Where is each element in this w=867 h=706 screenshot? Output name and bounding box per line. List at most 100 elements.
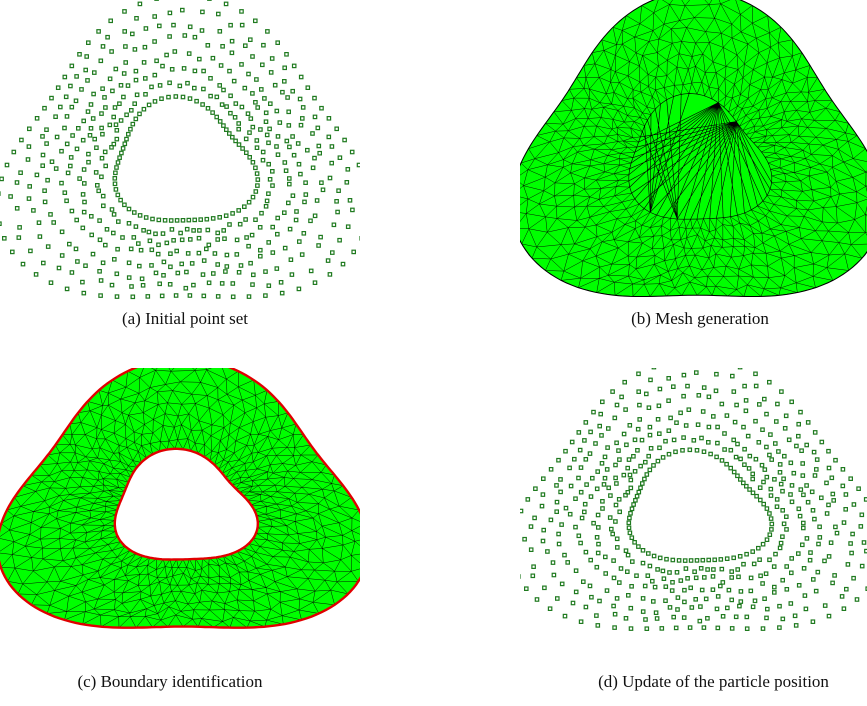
- particle-marker: [715, 424, 720, 430]
- particle-marker: [89, 232, 95, 238]
- particle-marker: [541, 527, 547, 533]
- particle-marker: [291, 63, 297, 69]
- particle-marker: [530, 573, 536, 579]
- particle-marker: [753, 456, 759, 462]
- particle-marker: [64, 286, 70, 292]
- particle-marker: [796, 433, 801, 439]
- particle-marker: [114, 128, 120, 133]
- particle-marker: [186, 51, 192, 56]
- particle-marker: [100, 260, 106, 266]
- particle-marker: [569, 439, 575, 445]
- particle-marker: [69, 208, 75, 214]
- particle-marker: [812, 473, 818, 478]
- particle-marker: [817, 524, 822, 530]
- particle-marker: [604, 467, 610, 472]
- particle-marker: [312, 95, 317, 101]
- particle-marker: [643, 617, 648, 622]
- panel-c-inner-hole: [114, 448, 258, 560]
- particle-marker: [230, 294, 236, 300]
- particle-marker: [789, 399, 795, 405]
- particle-marker: [849, 550, 854, 556]
- particle-marker: [147, 238, 153, 244]
- particle-marker: [722, 447, 727, 452]
- particle-marker: [86, 159, 91, 165]
- particle-marker: [705, 567, 710, 572]
- particle-marker: [600, 506, 605, 511]
- particle-marker: [274, 108, 280, 114]
- particle-marker: [793, 623, 799, 628]
- particle-marker: [801, 520, 806, 526]
- particle-marker: [54, 134, 60, 140]
- particle-marker: [34, 172, 40, 178]
- particle-marker: [699, 587, 705, 593]
- particle-marker: [36, 220, 42, 226]
- particle-marker: [646, 453, 652, 459]
- particle-marker: [713, 388, 719, 394]
- particle-marker: [812, 430, 818, 435]
- particle-marker: [697, 618, 703, 624]
- particle-marker: [613, 475, 618, 481]
- particle-marker: [805, 499, 811, 505]
- particle-marker: [801, 566, 807, 571]
- particle-marker: [720, 614, 726, 619]
- particle-marker: [100, 203, 106, 209]
- particle-marker: [330, 250, 335, 255]
- particle-marker: [826, 448, 831, 454]
- particle-marker: [664, 556, 669, 562]
- particle-marker: [554, 509, 560, 515]
- particle-marker: [156, 217, 162, 223]
- particle-marker: [814, 467, 819, 472]
- particle-marker: [102, 149, 108, 155]
- particle-marker: [80, 137, 86, 143]
- particle-marker: [767, 557, 772, 563]
- particle-marker: [636, 371, 641, 377]
- particle-marker: [625, 552, 631, 558]
- particle-marker: [99, 155, 105, 161]
- particle-marker: [531, 564, 536, 570]
- particle-marker: [788, 460, 794, 466]
- particle-marker: [629, 584, 634, 589]
- particle-marker: [126, 275, 132, 280]
- particle-marker: [282, 65, 288, 71]
- particle-marker: [94, 183, 100, 188]
- particle-marker: [285, 95, 290, 100]
- particle-marker: [773, 441, 778, 446]
- particle-marker: [674, 420, 679, 426]
- particle-marker: [715, 625, 721, 631]
- caption-b-label: (b): [631, 309, 651, 328]
- particle-marker: [789, 556, 795, 561]
- particle-marker: [636, 389, 642, 395]
- particle-marker: [735, 473, 740, 479]
- particle-marker: [114, 165, 119, 170]
- particle-marker: [700, 557, 706, 563]
- particle-marker: [153, 270, 159, 276]
- particle-marker: [123, 60, 129, 65]
- particle-marker: [248, 116, 254, 121]
- particle-marker: [767, 379, 772, 385]
- particle-marker: [778, 540, 784, 546]
- particle-marker: [183, 285, 189, 291]
- particle-marker: [55, 85, 61, 91]
- particle-marker: [746, 466, 752, 471]
- particle-marker: [678, 410, 683, 416]
- particle-marker: [100, 193, 106, 199]
- particle-marker: [69, 63, 75, 69]
- panel-c: [0, 368, 360, 658]
- particle-marker: [807, 557, 813, 563]
- particle-marker: [541, 476, 546, 482]
- particle-marker: [122, 141, 128, 147]
- particle-marker: [608, 526, 614, 532]
- particle-marker: [578, 540, 583, 546]
- particle-marker: [610, 531, 616, 537]
- particle-marker: [743, 398, 749, 403]
- particle-marker: [800, 542, 805, 548]
- particle-marker: [297, 239, 302, 244]
- particle-marker: [25, 157, 31, 162]
- particle-marker: [599, 433, 604, 438]
- particle-marker: [318, 234, 323, 240]
- particle-marker: [800, 473, 806, 478]
- particle-marker: [760, 541, 766, 547]
- particle-marker: [129, 107, 134, 113]
- particle-marker: [351, 249, 357, 255]
- caption-d-text: Update of the particle position: [622, 672, 829, 691]
